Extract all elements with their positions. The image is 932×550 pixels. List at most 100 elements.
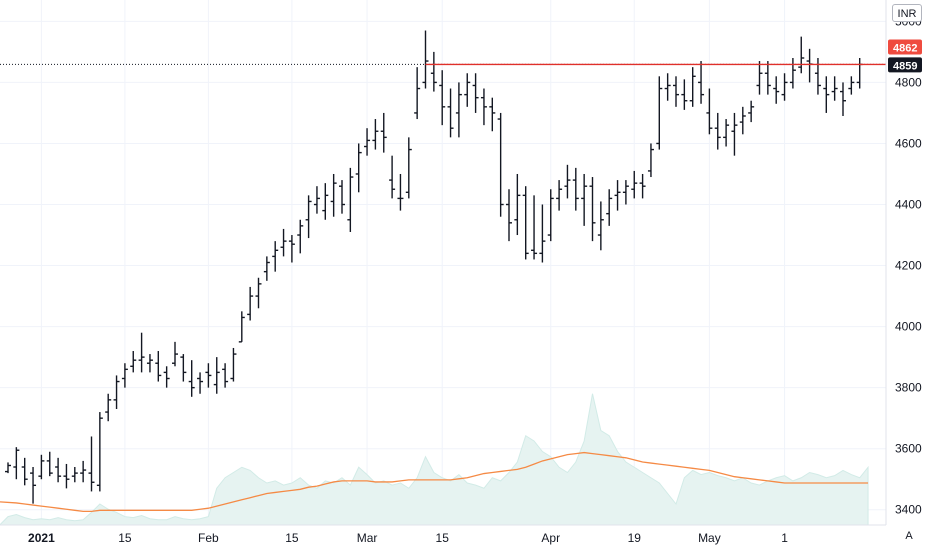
- ohlc-bar: [706, 88, 713, 135]
- ohlc-bar: [564, 164, 571, 199]
- ohlc-bar: [347, 167, 354, 232]
- ohlc-bar: [213, 357, 220, 394]
- x-tick-label: Feb: [198, 531, 219, 545]
- time-axis[interactable]: 2021 15 Feb 15 Mar 15 Apr 19 May 1: [28, 531, 788, 545]
- ohlc-bar: [38, 454, 45, 480]
- volume-area: [0, 393, 869, 526]
- ohlc-bar: [798, 36, 805, 74]
- ohlc-bar: [831, 76, 838, 101]
- ohlc-bar: [305, 195, 312, 239]
- ohlc-bar: [522, 186, 529, 260]
- ohlc-bar: [238, 311, 245, 343]
- ohlc-bar: [647, 143, 654, 178]
- x-tick-label: Mar: [357, 531, 378, 545]
- ohlc-bar: [781, 73, 788, 101]
- ohlc-bar: [840, 82, 846, 116]
- ohlc-bar: [163, 366, 170, 388]
- ohlc-bar: [113, 375, 120, 410]
- ohlc-bar: [614, 180, 621, 211]
- ohlc-bar: [146, 354, 153, 373]
- ohlc-bar: [322, 183, 329, 220]
- ohlc-bar: [698, 61, 705, 104]
- ohlc-bar: [439, 70, 446, 126]
- ohlc-bar: [539, 204, 546, 263]
- y-tick-label: 3800: [895, 381, 922, 395]
- volume-path: [0, 393, 869, 526]
- ohlc-bar: [589, 177, 596, 242]
- ohlc-bar: [464, 73, 471, 107]
- moving-average-line: [0, 451, 869, 512]
- ohlc-bar: [856, 57, 863, 89]
- ohlc-bar: [46, 451, 53, 477]
- ohlc-bar: [731, 112, 738, 156]
- ohlc-bar: [631, 170, 638, 199]
- ohlc-bar: [572, 167, 579, 211]
- ohlc-bar: [664, 73, 671, 101]
- x-tick-label: 1: [781, 531, 788, 545]
- price-axis[interactable]: 500048004600440042004000380036003400: [895, 14, 922, 516]
- ohlc-bar: [723, 119, 730, 147]
- ohlc-bar: [597, 201, 604, 251]
- currency-badge[interactable]: INR: [892, 4, 922, 22]
- ohlc-bar: [422, 30, 429, 89]
- ohlc-bar: [80, 460, 87, 483]
- ohlc-bar: [188, 360, 195, 397]
- ohlc-bar: [405, 137, 412, 199]
- ohlc-bar: [606, 189, 613, 226]
- ohlc-bar: [121, 363, 128, 388]
- ohlc-bar: [96, 412, 103, 492]
- ohlc-bar: [622, 180, 629, 205]
- ohlc-bar: [480, 88, 487, 126]
- x-tick-label: 15: [118, 531, 132, 545]
- ohlc-bar: [155, 351, 162, 382]
- y-tick-label: 4400: [895, 198, 922, 212]
- ohlc-bar: [514, 173, 521, 236]
- x-tick-label: 15: [436, 531, 450, 545]
- ohlc-bar: [222, 363, 229, 388]
- ohlc-bar: [30, 467, 37, 504]
- ohlc-bar: [380, 112, 387, 153]
- last-price-badge: 4859: [888, 57, 922, 73]
- ohlc-bar: [372, 119, 379, 150]
- ohlc-bar: [806, 48, 813, 83]
- ohlc-bar: [764, 61, 771, 95]
- ohlc-bar: [714, 112, 721, 150]
- ohlc-bar: [681, 79, 688, 110]
- y-tick-label: 3600: [895, 442, 922, 456]
- ohlc-bar: [506, 189, 512, 242]
- ohlc-bar: [689, 67, 696, 107]
- ohlc-bar: [280, 228, 287, 257]
- ohlc-bar: [673, 76, 679, 107]
- ohlc-bar: [180, 354, 187, 382]
- ohlc-bar: [547, 189, 554, 242]
- ohlc-bar: [88, 436, 95, 492]
- ohlc-bar: [105, 393, 112, 422]
- ohlc-bar: [313, 186, 320, 214]
- ohlc-bar: [455, 82, 462, 138]
- ohlc-bar: [848, 76, 855, 95]
- y-tick-label: 4800: [895, 75, 922, 89]
- ohlc-bar: [756, 61, 763, 95]
- ohlc-bar: [497, 112, 504, 217]
- ohlc-bar: [355, 143, 362, 193]
- y-tick-label: 4200: [895, 259, 922, 273]
- ohlc-bar: [739, 106, 746, 135]
- svg-text:4859: 4859: [893, 60, 917, 72]
- ohlc-bar: [489, 97, 496, 132]
- ohlc-bar: [414, 67, 421, 120]
- ohlc-bar: [130, 351, 137, 373]
- ohlc-bar: [297, 219, 304, 254]
- ohlc-bar: [255, 277, 262, 309]
- auto-scale-button[interactable]: A: [905, 530, 913, 542]
- x-tick-label: Apr: [541, 531, 560, 545]
- ohlc-bar: [21, 457, 28, 486]
- ohlc-bar: [389, 155, 396, 199]
- ohlc-bar: [272, 241, 279, 272]
- ohlc-bar: [430, 51, 437, 92]
- ohlc-bar: [397, 173, 404, 211]
- ohlc-bars: [5, 30, 863, 504]
- ohlc-bar: [288, 235, 295, 263]
- x-tick-label: 15: [285, 531, 299, 545]
- ohlc-bar: [339, 180, 345, 214]
